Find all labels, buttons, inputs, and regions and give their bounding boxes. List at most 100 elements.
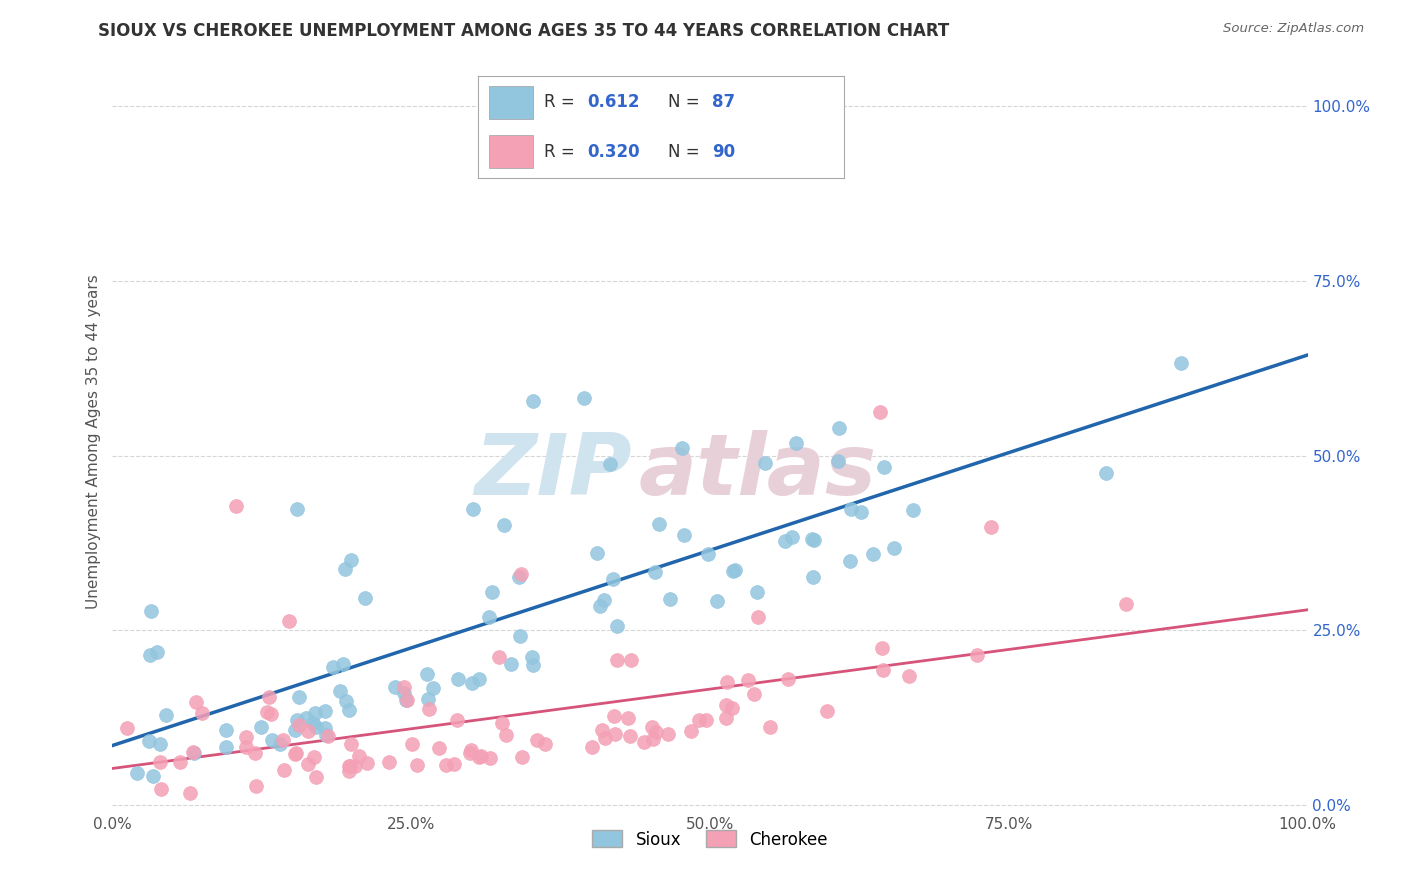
Point — [593, 731, 616, 745]
Point — [315, 728, 337, 742]
Point — [285, 502, 308, 516]
Point — [179, 786, 201, 800]
Point — [745, 585, 768, 599]
Text: 90: 90 — [711, 143, 735, 161]
Point — [406, 758, 429, 772]
Point — [671, 441, 693, 455]
Point — [495, 728, 517, 742]
Point — [780, 530, 803, 544]
Point — [418, 692, 440, 706]
Point — [803, 533, 825, 547]
Text: R =: R = — [544, 143, 579, 161]
Point — [329, 683, 352, 698]
Point — [316, 729, 339, 743]
Point — [644, 566, 666, 580]
Point — [801, 570, 824, 584]
Point — [225, 499, 247, 513]
Point — [146, 645, 169, 659]
Point — [257, 690, 280, 705]
Point — [337, 764, 360, 779]
Point — [287, 717, 309, 731]
Point — [215, 723, 238, 738]
Point — [155, 708, 177, 723]
Point — [648, 516, 671, 531]
Point — [509, 629, 531, 643]
Point — [392, 681, 415, 695]
Point — [737, 673, 759, 687]
Point — [714, 698, 737, 713]
Point — [427, 741, 450, 756]
Point — [314, 721, 336, 735]
Point — [679, 724, 702, 739]
Point — [603, 709, 626, 723]
Point — [641, 731, 664, 746]
Text: ZIP: ZIP — [475, 430, 633, 513]
Point — [150, 781, 173, 796]
Point — [250, 720, 273, 734]
Point — [873, 460, 896, 475]
Point — [641, 720, 664, 734]
Point — [460, 676, 482, 690]
Point — [271, 732, 294, 747]
Point — [256, 705, 278, 719]
Point — [115, 721, 138, 735]
Point — [314, 704, 336, 718]
Point — [872, 663, 894, 677]
Point — [619, 729, 641, 743]
Point — [658, 592, 681, 607]
Point — [273, 763, 295, 777]
Text: atlas: atlas — [638, 430, 876, 513]
Point — [434, 758, 457, 772]
Point — [1095, 466, 1118, 480]
Point — [657, 727, 679, 741]
Point — [215, 739, 238, 754]
Bar — [489, 87, 533, 119]
Point — [139, 648, 162, 662]
Point — [759, 720, 782, 734]
Point — [697, 547, 720, 561]
Point — [522, 657, 544, 672]
Text: 0.320: 0.320 — [588, 143, 640, 161]
Text: 87: 87 — [711, 94, 735, 112]
Point — [980, 520, 1002, 534]
Point — [815, 704, 838, 718]
Point — [337, 703, 360, 717]
Point — [494, 518, 516, 533]
Point — [401, 737, 423, 751]
Point — [269, 737, 291, 751]
Point — [801, 533, 824, 547]
Point — [344, 759, 367, 773]
Point — [633, 735, 655, 749]
Point — [526, 733, 548, 747]
Text: R =: R = — [544, 94, 579, 112]
Point — [384, 680, 406, 694]
Point — [479, 751, 502, 765]
Point — [870, 640, 893, 655]
Point — [606, 619, 628, 633]
Point — [688, 714, 710, 728]
Point — [446, 713, 468, 727]
Point — [335, 562, 357, 576]
Point — [288, 690, 311, 704]
Point — [284, 723, 307, 737]
Point — [356, 756, 378, 771]
Point — [585, 546, 607, 560]
Point — [883, 541, 905, 556]
Point — [340, 737, 363, 751]
Point — [339, 553, 361, 567]
Point — [488, 650, 510, 665]
Point — [347, 749, 370, 764]
Point — [183, 746, 205, 760]
Point — [603, 726, 626, 740]
Point — [396, 693, 419, 707]
Point — [522, 394, 544, 409]
Point — [591, 723, 613, 737]
Text: N =: N = — [668, 94, 704, 112]
Point — [602, 572, 624, 586]
Point — [138, 734, 160, 748]
Point — [723, 564, 745, 578]
Point — [862, 547, 884, 561]
Point — [235, 740, 257, 755]
Point — [416, 667, 439, 681]
Point — [260, 706, 283, 721]
